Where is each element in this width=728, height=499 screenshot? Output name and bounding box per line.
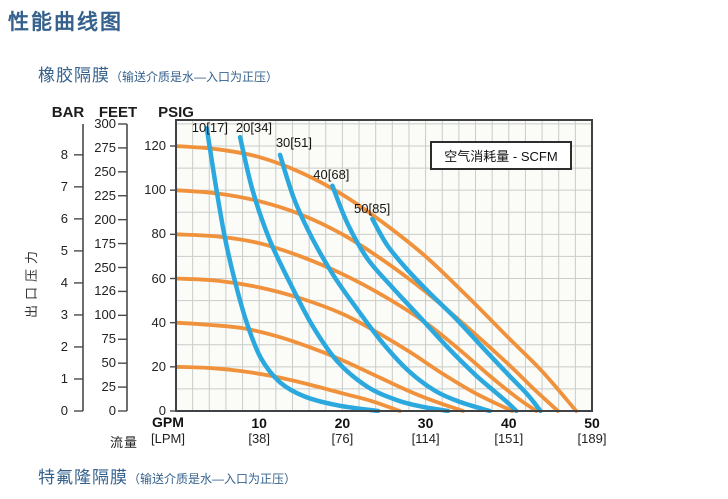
chart-canvas: [74, 119, 593, 413]
air-curve-30[51]: [277, 152, 492, 413]
air-curve-40[68]: [330, 183, 519, 413]
performance-curve-100psig: [176, 188, 560, 413]
legend-label: 空气消耗量 - SCFM: [444, 149, 558, 164]
feet-axis-header: FEET: [98, 104, 138, 121]
section-teflon-title: 特氟隆隔膜: [38, 468, 128, 487]
x-unit-lpm: [LPM]: [151, 431, 185, 446]
performance-curve-20psig: [176, 364, 402, 413]
air-curve-20[34]: [237, 134, 451, 413]
air-curve-10[17]: [204, 126, 381, 413]
x-axis-title: 流量: [110, 435, 139, 450]
performance-chart: 出口压力 BAR FEET PSIG 10[17] 20[34] 30[51] 40[…: [24, 104, 606, 450]
bar-axis-header: BAR: [51, 104, 85, 121]
x-unit-gpm: GPM: [152, 414, 184, 430]
section-teflon-diaphragm: 特氟隆隔膜（输送介质是水—入口为正压）: [38, 463, 296, 488]
performance-curve-80psig: [176, 232, 539, 413]
psig-axis-header: PSIG: [158, 104, 194, 121]
performance-curve-40psig: [176, 320, 465, 413]
air-curve-50[85]: [370, 216, 543, 413]
section-rubber-title: 橡胶隔膜: [38, 66, 110, 85]
page-title: 性能曲线图: [8, 11, 123, 34]
section-teflon-note: （输送介质是水—入口为正压）: [128, 472, 297, 486]
legend-box: 空气消耗量 - SCFM: [430, 141, 572, 170]
section-rubber-diaphragm: 橡胶隔膜（输送介质是水—入口为正压）: [38, 61, 278, 86]
section-rubber-note: （输送介质是水—入口为正压）: [110, 70, 279, 84]
plot-frame: [175, 119, 593, 412]
performance-curve-120psig: [176, 144, 579, 413]
performance-curve-60psig: [176, 276, 515, 413]
